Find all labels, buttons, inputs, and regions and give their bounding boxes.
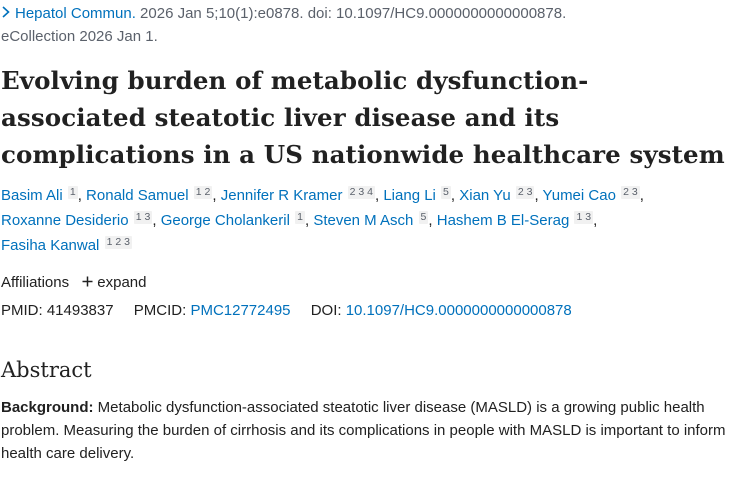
pmid-value: 41493837 xyxy=(46,302,114,319)
author-link[interactable]: Fasiha Kanwal xyxy=(1,237,100,254)
affiliation-refs[interactable]: 2 3 xyxy=(515,186,535,199)
affiliation-refs[interactable]: 1 xyxy=(67,186,78,199)
author-item: Liang Li 5, xyxy=(383,186,460,204)
abstract-background: Background: Metabolic dysfunction-associ… xyxy=(1,396,741,465)
author-link[interactable]: Yumei Cao xyxy=(542,187,616,204)
author-item: Jennifer R Kramer 2 3 4, xyxy=(220,186,384,204)
author-item: Roxanne Desiderio 1 3, xyxy=(1,211,161,229)
doi-label: DOI: xyxy=(310,302,342,319)
author-item: Fasiha Kanwal 1 2 3 xyxy=(1,236,132,254)
author-item: Basim Ali 1, xyxy=(1,186,87,204)
citation-details: 2026 Jan 5;10(1):e0878. doi: 10.1097/HC9… xyxy=(135,5,567,22)
expand-label: expand xyxy=(97,274,147,291)
author-link[interactable]: Roxanne Desiderio xyxy=(1,212,129,229)
author-link[interactable]: Basim Ali xyxy=(1,187,63,204)
affiliation-refs[interactable]: 1 3 xyxy=(133,211,153,224)
affiliation-refs[interactable]: 1 2 xyxy=(193,186,213,199)
abstract-heading: Abstract xyxy=(1,358,92,382)
author-item: George Cholankeril 1, xyxy=(160,211,314,229)
citation: Hepatol Commun. 2026 Jan 5;10(1):e0878. … xyxy=(1,0,750,48)
author-link[interactable]: Xian Yu xyxy=(459,187,511,204)
affiliations-row: Affiliations expand xyxy=(1,272,750,294)
author-item: Ronald Samuel 1 2, xyxy=(86,186,221,204)
author-link[interactable]: Ronald Samuel xyxy=(86,187,189,204)
journal-link[interactable]: Hepatol Commun. xyxy=(15,5,136,22)
author-link[interactable]: George Cholankeril xyxy=(160,212,290,229)
doi-link[interactable]: 10.1097/HC9.0000000000000878 xyxy=(345,302,572,319)
affiliation-refs[interactable]: 2 3 xyxy=(621,186,640,199)
affiliation-refs[interactable]: 1 2 3 xyxy=(104,236,132,249)
identifiers-row: PMID: 41493837 PMCID: PMC12772495 DOI: 1… xyxy=(1,300,750,322)
pmcid-label: PMCID: xyxy=(133,302,187,319)
affiliation-refs[interactable]: 1 xyxy=(295,211,305,224)
title-line-3: complications in a US nationwide healthc… xyxy=(1,140,725,169)
author-link[interactable]: Hashem B El-Serag xyxy=(436,212,570,229)
author-item: Xian Yu 2 3, xyxy=(459,186,543,204)
title-line-1: Evolving burden of metabolic dysfunction… xyxy=(1,66,589,95)
affiliation-refs[interactable]: 1 3 xyxy=(574,211,594,224)
author-link[interactable]: Liang Li xyxy=(383,187,436,204)
author-item: Hashem B El-Serag 1 3, xyxy=(436,211,598,229)
author-link[interactable]: Jennifer R Kramer xyxy=(220,187,343,204)
ecollection-text: eCollection 2026 Jan 1. xyxy=(1,28,158,45)
background-text: Metabolic dysfunction-associated steatot… xyxy=(1,399,726,462)
pmcid-link[interactable]: PMC12772495 xyxy=(190,302,291,319)
author-list: Basim Ali 1, Ronald Samuel 1 2, Jennifer… xyxy=(1,183,750,258)
background-label: Background: xyxy=(1,399,94,416)
chevron-right-icon[interactable] xyxy=(1,2,11,25)
affiliation-refs[interactable]: 2 3 4 xyxy=(347,186,375,199)
affiliation-refs[interactable]: 5 xyxy=(441,186,451,199)
affiliation-refs[interactable]: 5 xyxy=(418,211,429,224)
article-title: Evolving burden of metabolic dysfunction… xyxy=(1,62,750,173)
affiliations-label: Affiliations xyxy=(1,274,70,291)
title-line-2: associated steatotic liver disease and i… xyxy=(1,103,560,132)
article-page: Hepatol Commun. 2026 Jan 5;10(1):e0878. … xyxy=(1,0,750,465)
author-item: Yumei Cao 2 3, xyxy=(542,186,644,204)
author-link[interactable]: Steven M Asch xyxy=(313,212,414,229)
pmid-label: PMID: xyxy=(1,302,43,319)
affiliations-expand-button[interactable]: expand xyxy=(73,274,146,291)
plus-icon xyxy=(82,272,93,294)
author-item: Steven M Asch 5, xyxy=(313,211,437,229)
